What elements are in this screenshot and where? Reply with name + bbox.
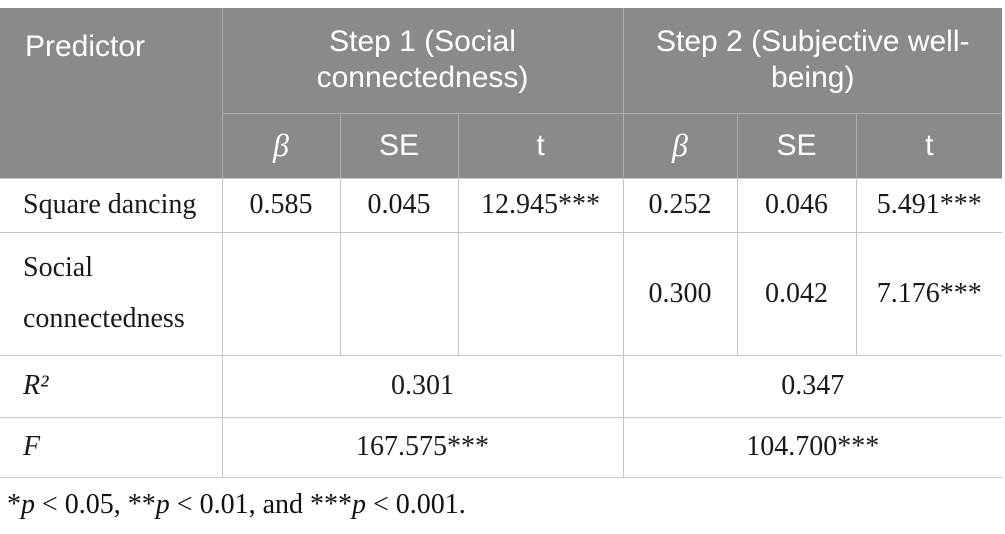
cell-step2-beta: 0.300 <box>622 231 738 356</box>
cell-step1-se <box>339 231 459 356</box>
footnote-text: < 0.05, <box>35 489 128 520</box>
footnote-asterisk: *** <box>310 489 353 520</box>
subheader-step2-beta: β <box>622 113 738 179</box>
subheader-step2-t: t <box>855 113 1003 179</box>
beta-symbol: β <box>672 127 688 163</box>
cell-step2-se: 0.042 <box>736 231 857 356</box>
cell-f-step2: 104.700*** <box>622 416 1003 478</box>
cell-step2-se: 0.046 <box>736 177 857 233</box>
subheader-step1-beta: β <box>221 113 341 179</box>
header-row-main: Predictor Step 1 (Social connectedness) … <box>0 8 1003 178</box>
cell-step1-t <box>457 231 624 356</box>
table-row-r-squared: R² 0.301 0.347 <box>0 354 1003 418</box>
table-row-square-dancing: Square dancing 0.585 0.045 12.945*** 0.2… <box>0 177 1003 233</box>
subheader-step2-se: SE <box>736 113 857 179</box>
table-row-f-statistic: F 167.575*** 104.700*** <box>0 416 1003 478</box>
cell-r2-step1: 0.301 <box>221 354 624 418</box>
cell-f-step1: 167.575*** <box>221 416 624 478</box>
footnote-p: p <box>352 489 367 520</box>
r-squared-symbol: R² <box>23 370 49 401</box>
cell-step1-beta <box>221 231 341 356</box>
row-label: Square dancing <box>0 177 223 233</box>
footnote-p: p <box>155 489 170 520</box>
cell-step2-t: 7.176*** <box>855 231 1003 356</box>
column-header-step2: Step 2 (Subjective well-being) <box>622 8 1003 114</box>
hierarchical-regression-table: Predictor Step 1 (Social connectedness) … <box>0 8 1003 478</box>
column-header-predictor: Predictor <box>0 8 223 178</box>
row-label-f: F <box>0 416 223 478</box>
row-label: Social connectedness <box>0 231 223 356</box>
significance-footnote: *p < 0.05, **p < 0.01, and ***p < 0.001. <box>7 487 466 523</box>
footnote-asterisk: ** <box>127 489 156 520</box>
cell-step2-t: 5.491*** <box>855 177 1003 233</box>
footnote-text: < 0.01, and <box>169 489 311 520</box>
subheader-step1-t: t <box>457 113 624 179</box>
row-label-r-squared: R² <box>0 354 223 418</box>
column-header-step1: Step 1 (Social connectedness) <box>221 8 624 114</box>
footnote-asterisk: * <box>7 489 21 520</box>
beta-symbol: β <box>273 127 289 163</box>
footnote-p: p <box>21 489 35 520</box>
header-row-sub: β SE t β SE t <box>0 113 1003 179</box>
subheader-step1-se: SE <box>339 113 459 179</box>
cell-step2-beta: 0.252 <box>622 177 738 233</box>
cell-step1-beta: 0.585 <box>221 177 341 233</box>
table-row-social-connectedness: Social connectedness 0.300 0.042 7.176**… <box>0 231 1003 356</box>
cell-step1-t: 12.945*** <box>457 177 624 233</box>
f-symbol: F <box>23 431 41 462</box>
cell-r2-step2: 0.347 <box>622 354 1003 418</box>
footnote-text: < 0.001. <box>366 489 466 520</box>
cell-step1-se: 0.045 <box>339 177 459 233</box>
